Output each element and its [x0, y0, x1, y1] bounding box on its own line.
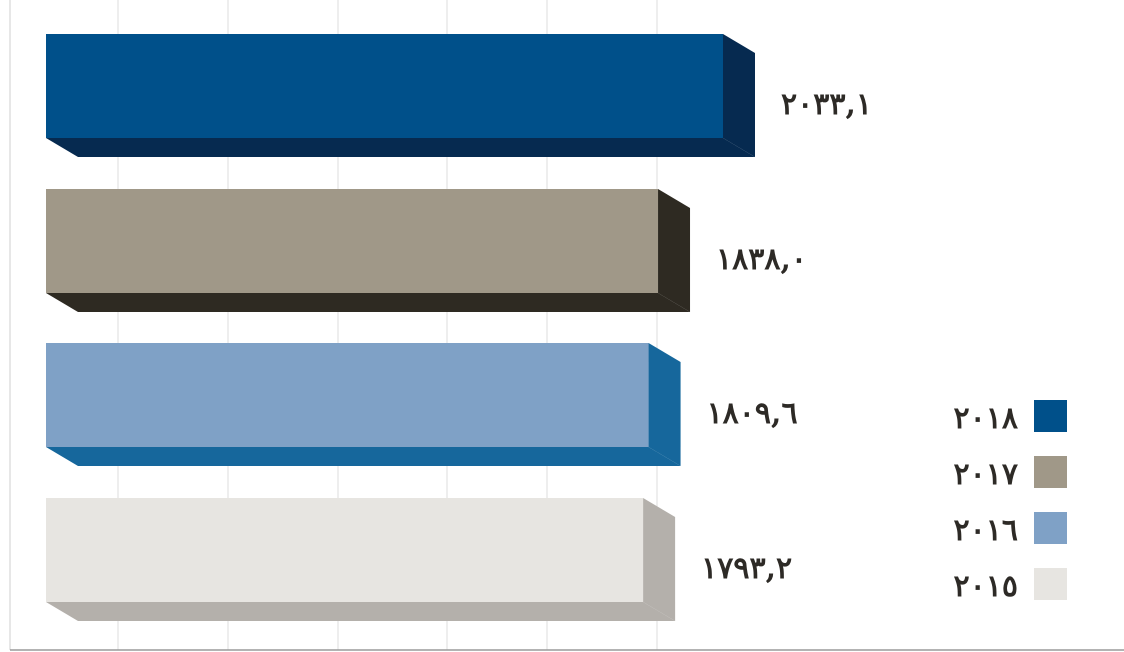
legend-label: ٢٠١٧ [954, 457, 1019, 492]
bar-2 [46, 189, 691, 312]
bar-side-face [658, 189, 691, 312]
legend-item-3: ٢٠١٦ [954, 512, 1067, 548]
value-labels: ٢٠٣٣,١ ١٨٣٨,٠ ١٨٠٩,٦ ١٧٩٣,٢ [701, 87, 872, 586]
legend: ٢٠١٨ ٢٠١٧ ٢٠١٦ ٢٠١٥ [954, 400, 1067, 604]
value-label: ١٨٠٩,٦ [707, 396, 798, 431]
bar-bottom-face [46, 138, 755, 157]
bar-bottom-face [46, 447, 681, 466]
bar-front-face [46, 343, 649, 447]
bar-4 [46, 498, 676, 621]
bar-bottom-face [46, 602, 676, 621]
bar-front-face [46, 498, 644, 602]
value-label: ١٧٩٣,٢ [701, 551, 792, 586]
legend-swatch [1034, 400, 1067, 432]
bar-front-face [46, 34, 723, 138]
bar-side-face [648, 343, 681, 466]
bar-side-face [723, 34, 755, 157]
legend-label: ٢٠١٦ [954, 513, 1018, 548]
legend-swatch [1034, 456, 1067, 488]
bar-front-face [46, 189, 659, 293]
legend-item-4: ٢٠١٥ [954, 568, 1067, 604]
value-label: ٢٠٣٣,١ [781, 87, 872, 122]
bar-side-face [643, 498, 676, 621]
bar-bottom-face [46, 293, 691, 312]
bars [46, 34, 755, 621]
bar-1 [46, 34, 755, 157]
value-label: ١٨٣٨,٠ [716, 242, 807, 277]
bar-3 [46, 343, 681, 466]
legend-item-2: ٢٠١٧ [954, 456, 1067, 492]
legend-label: ٢٠١٨ [954, 401, 1019, 436]
legend-swatch [1034, 512, 1067, 544]
legend-label: ٢٠١٥ [954, 569, 1018, 604]
legend-swatch [1034, 568, 1067, 600]
legend-item-1: ٢٠١٨ [954, 400, 1067, 436]
